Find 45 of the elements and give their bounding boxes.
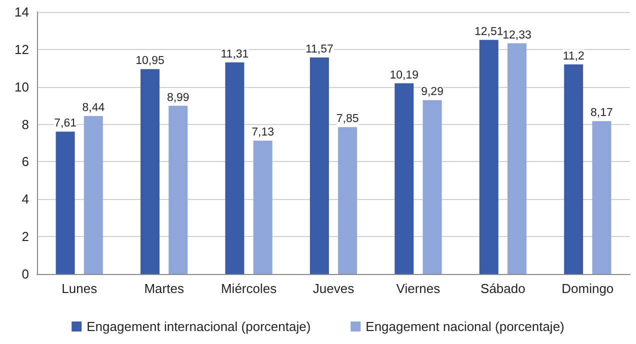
bar — [253, 140, 272, 274]
text: 11,2 — [562, 50, 584, 62]
y-tick-label: 12 — [14, 42, 29, 57]
bar — [592, 121, 612, 274]
text: 9,29 — [421, 86, 444, 98]
text: 8,17 — [590, 107, 613, 120]
bar — [140, 69, 160, 274]
bar — [168, 106, 188, 274]
y-tick-label: 2 — [22, 229, 29, 244]
bar — [479, 40, 498, 274]
bar — [56, 132, 75, 274]
y-tick-label: 6 — [22, 154, 29, 170]
y-tick-label: 14 — [14, 4, 29, 20]
x-tick-label: Miércoles — [220, 281, 278, 296]
legend-label: Engagement nacional (porcentaje) — [366, 319, 564, 334]
y-tick-label: 4 — [22, 192, 29, 207]
text: 7,61 — [54, 118, 76, 130]
text: 12,33 — [502, 29, 532, 42]
text: 8,44 — [82, 102, 105, 114]
text: 10,19 — [390, 69, 419, 82]
bar — [225, 62, 244, 274]
bar — [84, 116, 103, 274]
text: 11,31 — [220, 48, 249, 60]
text: 8,99 — [166, 92, 190, 104]
bar — [394, 83, 414, 274]
text: 11,57 — [305, 43, 334, 56]
bar — [422, 100, 442, 274]
bar — [338, 127, 358, 274]
bar — [310, 57, 329, 274]
bar — [564, 64, 584, 274]
legend-label: Engagement internacional (porcentaje) — [86, 319, 311, 334]
text: 7,85 — [336, 113, 359, 126]
x-tick-label: Jueves — [312, 281, 355, 296]
text: 10,95 — [136, 55, 164, 68]
x-tick-label: Lunes — [62, 281, 98, 296]
text: 12,51 — [474, 26, 504, 38]
y-tick-label: 0 — [22, 266, 29, 282]
y-tick-label: 10 — [14, 79, 29, 94]
x-tick-label: Domingo — [562, 281, 614, 296]
bar — [507, 43, 526, 274]
text: 7,13 — [252, 126, 274, 139]
x-tick-label: Viernes — [396, 281, 441, 296]
y-tick-label: 8 — [22, 116, 29, 132]
x-tick-label: Martes — [144, 281, 184, 296]
x-tick-label: Sábado — [480, 281, 526, 296]
